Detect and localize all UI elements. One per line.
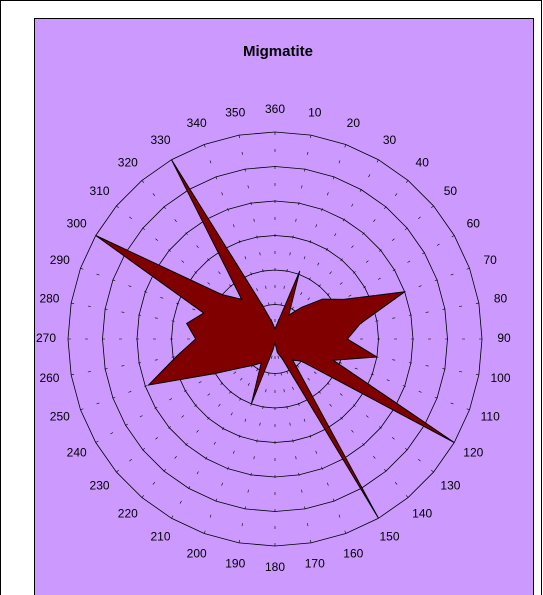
category-label: 190 <box>225 557 245 571</box>
category-label: 180 <box>265 560 285 574</box>
category-label: 300 <box>67 217 87 231</box>
category-label: 220 <box>118 507 138 521</box>
category-label: 240 <box>67 446 87 460</box>
category-label: 270 <box>36 331 56 345</box>
category-label: 340 <box>187 116 207 130</box>
category-label: 120 <box>463 446 483 460</box>
category-label: 310 <box>90 184 110 198</box>
category-label: 30 <box>383 133 397 147</box>
category-label: 160 <box>343 546 363 560</box>
category-label: 70 <box>484 253 498 267</box>
category-label: 150 <box>379 529 399 543</box>
category-label: 20 <box>347 116 361 130</box>
data-area <box>95 159 455 519</box>
category-label: 260 <box>39 371 59 385</box>
category-label: 200 <box>187 546 207 560</box>
category-label: 140 <box>412 507 432 521</box>
category-label: 290 <box>50 253 70 267</box>
category-label: 280 <box>39 291 59 305</box>
category-label: 40 <box>416 156 430 170</box>
category-label: 100 <box>491 371 511 385</box>
category-label: 10 <box>308 106 322 120</box>
category-label: 90 <box>497 331 511 345</box>
chart-title: Migmatite <box>243 43 313 60</box>
category-label: 320 <box>118 156 138 170</box>
category-label: 350 <box>225 106 245 120</box>
category-label: 110 <box>481 409 500 423</box>
category-label: 250 <box>50 409 70 423</box>
category-label: 330 <box>150 133 170 147</box>
category-label: 360 <box>265 102 285 116</box>
category-label: 130 <box>440 478 460 492</box>
category-label: 230 <box>90 478 110 492</box>
category-label: 80 <box>494 291 508 305</box>
category-label: 50 <box>444 184 458 198</box>
category-label: 210 <box>150 529 170 543</box>
category-label: 170 <box>305 557 325 571</box>
category-label: 60 <box>467 217 481 231</box>
